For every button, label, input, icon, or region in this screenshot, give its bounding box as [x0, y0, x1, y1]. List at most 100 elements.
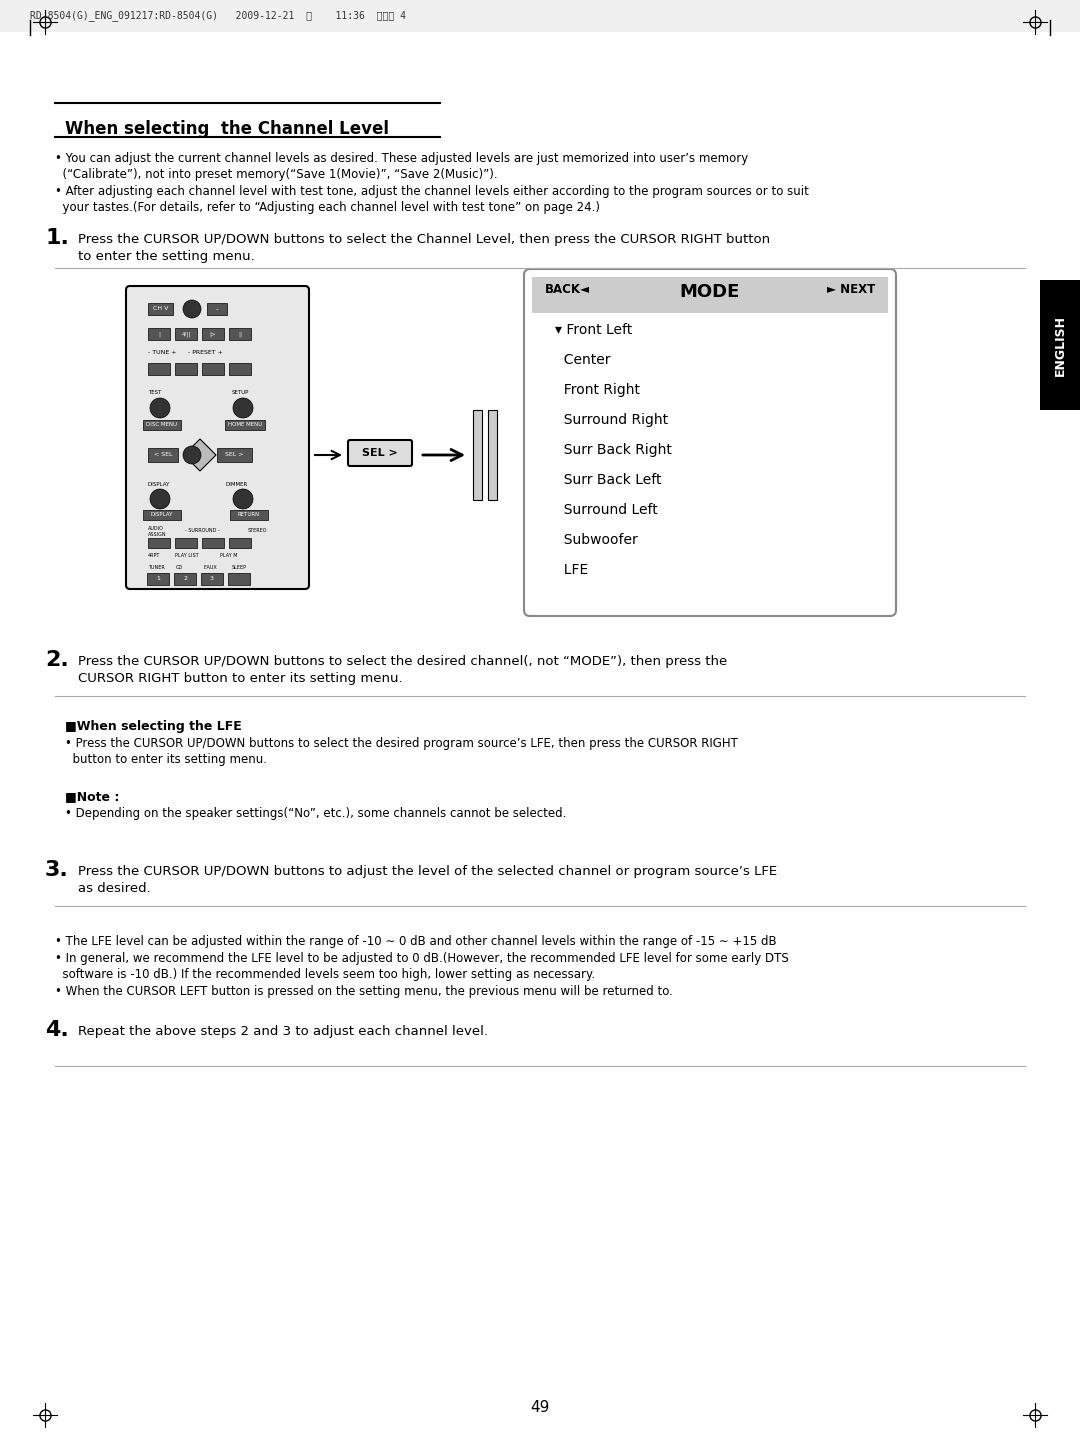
Text: AUDIO: AUDIO [148, 526, 164, 531]
Bar [202, 363, 224, 375]
Bar [201, 573, 222, 586]
Circle shape [183, 299, 201, 318]
Text: - PRESET +: - PRESET + [188, 350, 222, 356]
Bar [147, 573, 168, 586]
Text: ENGLISH: ENGLISH [1053, 314, 1067, 376]
Text: When selecting  the Channel Level: When selecting the Channel Level [65, 120, 389, 137]
Text: RETURN: RETURN [238, 512, 260, 518]
Text: - SURROUND -: - SURROUND - [185, 528, 219, 534]
Text: ► NEXT: ► NEXT [827, 283, 875, 296]
Polygon shape [184, 440, 216, 471]
Bar [148, 328, 170, 340]
Text: |: | [158, 331, 160, 337]
Text: 1.: 1. [45, 228, 69, 249]
Text: TUNER: TUNER [148, 565, 165, 570]
Text: ||: || [238, 331, 242, 337]
Text: • When the CURSOR LEFT button is pressed on the setting menu, the previous menu : • When the CURSOR LEFT button is pressed… [55, 985, 673, 998]
Bar [148, 363, 170, 375]
Bar [207, 304, 227, 315]
Text: • You can adjust the current channel levels as desired. These adjusted levels ar: • You can adjust the current channel lev… [55, 152, 748, 165]
Text: Surround Right: Surround Right [555, 414, 669, 427]
Text: ■Note :: ■Note : [65, 790, 120, 803]
FancyBboxPatch shape [524, 269, 896, 616]
Text: Surround Left: Surround Left [555, 503, 658, 518]
Text: (“Calibrate”), not into preset memory(“Save 1(Movie)”, “Save 2(Music)”).: (“Calibrate”), not into preset memory(“S… [55, 168, 498, 181]
Text: Press the CURSOR UP/DOWN buttons to select the desired channel(, not “MODE”), th: Press the CURSOR UP/DOWN buttons to sele… [78, 655, 727, 668]
Circle shape [150, 489, 170, 509]
Text: HOME MENU: HOME MENU [228, 422, 262, 428]
Text: -: - [216, 307, 218, 312]
Circle shape [233, 489, 253, 509]
Bar [532, 278, 888, 312]
Text: your tastes.(For details, refer to “Adjusting each channel level with test tone”: your tastes.(For details, refer to “Adju… [55, 201, 600, 214]
Text: ▾ Front Left: ▾ Front Left [555, 322, 632, 337]
Text: CH V: CH V [152, 307, 168, 311]
Bar [230, 510, 268, 521]
Text: STEREO: STEREO [248, 528, 268, 534]
Text: Subwoofer: Subwoofer [555, 534, 638, 547]
Bar [229, 538, 251, 548]
Text: Center: Center [555, 353, 610, 367]
Circle shape [183, 445, 201, 464]
Text: 4/||: 4/|| [181, 331, 191, 337]
Bar [1040, 281, 1080, 411]
Bar [0, 0, 1080, 32]
FancyBboxPatch shape [348, 440, 411, 466]
Text: - TUNE +: - TUNE + [148, 350, 176, 356]
Text: 2: 2 [183, 577, 187, 581]
Bar [143, 510, 181, 521]
Text: DISPLAY: DISPLAY [148, 482, 171, 487]
Bar [225, 419, 265, 429]
Bar [217, 448, 252, 463]
Text: button to enter its setting menu.: button to enter its setting menu. [65, 753, 267, 766]
Bar [175, 328, 197, 340]
Text: 1: 1 [157, 577, 160, 581]
Bar [175, 363, 197, 375]
Text: BACK◄: BACK◄ [545, 283, 590, 296]
Bar [202, 538, 224, 548]
Text: Press the CURSOR UP/DOWN buttons to select the Channel Level, then press the CUR: Press the CURSOR UP/DOWN buttons to sele… [78, 233, 770, 246]
Bar [174, 573, 195, 586]
Text: F.AUX: F.AUX [204, 565, 218, 570]
Bar [228, 573, 249, 586]
Bar [148, 304, 173, 315]
Text: LFE: LFE [555, 562, 589, 577]
Bar [202, 328, 224, 340]
Text: Repeat the above steps 2 and 3 to adjust each channel level.: Repeat the above steps 2 and 3 to adjust… [78, 1025, 488, 1038]
Text: TEST: TEST [148, 390, 161, 395]
Text: < SEL: < SEL [153, 453, 172, 457]
Text: 3: 3 [210, 577, 214, 581]
Bar [148, 538, 170, 548]
Text: CURSOR RIGHT button to enter its setting menu.: CURSOR RIGHT button to enter its setting… [78, 672, 403, 685]
Text: • Depending on the speaker settings(“No”, etc.), some channels cannot be selecte: • Depending on the speaker settings(“No”… [65, 807, 566, 820]
Text: software is -10 dB.) If the recommended levels seem too high, lower setting as n: software is -10 dB.) If the recommended … [55, 967, 595, 980]
Text: PLAY M: PLAY M [220, 552, 238, 558]
Text: MODE: MODE [679, 283, 740, 301]
Text: ■When selecting the LFE: ■When selecting the LFE [65, 720, 242, 733]
Text: Surr Back Right: Surr Back Right [555, 442, 672, 457]
Text: Surr Back Left: Surr Back Left [555, 473, 661, 487]
Text: 4RPT: 4RPT [148, 552, 160, 558]
Text: 2.: 2. [45, 651, 69, 669]
Text: to enter the setting menu.: to enter the setting menu. [78, 250, 255, 263]
Text: 49: 49 [530, 1400, 550, 1416]
Text: as desired.: as desired. [78, 882, 151, 895]
Text: • After adjusting each channel level with test tone, adjust the channel levels e: • After adjusting each channel level wit… [55, 185, 809, 198]
Text: • In general, we recommend the LFE level to be adjusted to 0 dB.(However, the re: • In general, we recommend the LFE level… [55, 951, 788, 964]
Text: Front Right: Front Right [555, 383, 640, 398]
Text: SEL >: SEL > [226, 453, 244, 457]
Text: ASSIGN: ASSIGN [148, 532, 166, 536]
Text: 3.: 3. [45, 860, 69, 881]
Text: DIMMER: DIMMER [225, 482, 247, 487]
Bar [175, 538, 197, 548]
Circle shape [150, 398, 170, 418]
Text: DISPLAY: DISPLAY [151, 512, 173, 518]
Text: SLEEP: SLEEP [232, 565, 247, 570]
Text: |>: |> [210, 331, 216, 337]
Text: RD-8504(G)_ENG_091217:RD-8504(G)   2009-12-21  오    11:36  페이지 4: RD-8504(G)_ENG_091217:RD-8504(G) 2009-12… [30, 10, 406, 22]
FancyBboxPatch shape [126, 286, 309, 589]
Text: 4.: 4. [45, 1019, 69, 1040]
Text: Press the CURSOR UP/DOWN buttons to adjust the level of the selected channel or : Press the CURSOR UP/DOWN buttons to adju… [78, 865, 778, 878]
Circle shape [233, 398, 253, 418]
Bar [473, 411, 482, 500]
